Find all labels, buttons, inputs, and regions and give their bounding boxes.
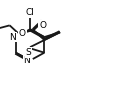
Text: Cl: Cl [26, 8, 35, 17]
Text: O: O [19, 29, 26, 38]
Text: O: O [39, 21, 46, 30]
Text: S: S [26, 48, 32, 57]
Text: N: N [23, 56, 30, 65]
Text: N: N [9, 33, 16, 42]
